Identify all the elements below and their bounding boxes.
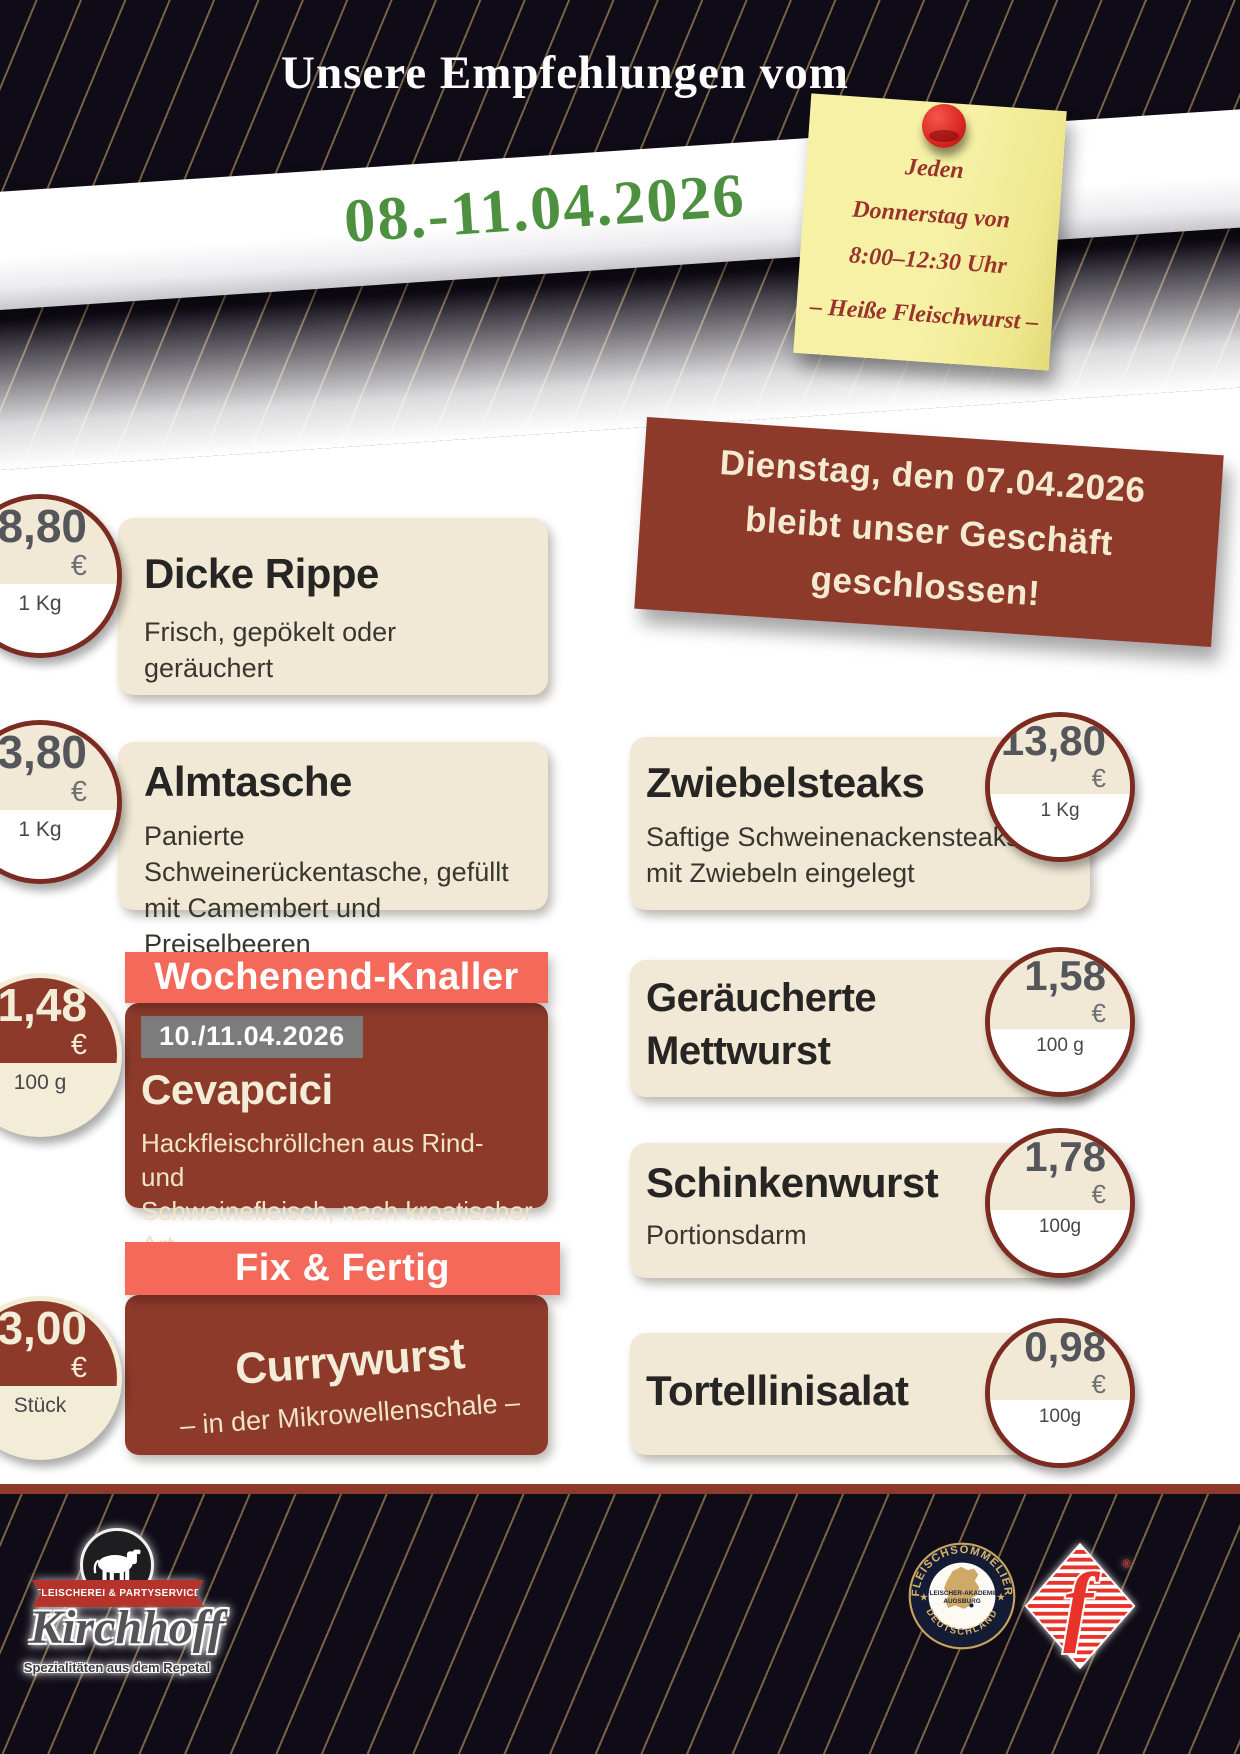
product-desc: Hackfleischröllchen aus Rind- und Schwei…	[141, 1128, 533, 1260]
product-desc: Panierte Schweinerückentasche, gefüllt m…	[144, 821, 509, 959]
euro-symbol: €	[1091, 1179, 1106, 1209]
price-value: 8,80	[0, 499, 87, 552]
price-unit: 1 Kg	[0, 809, 117, 879]
product-title: Schinkenwurst	[646, 1159, 939, 1206]
registered-mark: ®	[1122, 1558, 1130, 1570]
price-value: 3,00	[0, 1301, 87, 1354]
price-top: 13,80 €	[990, 717, 1130, 794]
price-unit: 1 Kg	[0, 583, 117, 653]
euro-symbol: €	[1091, 998, 1106, 1028]
price-top: 3,00 €	[0, 1301, 117, 1386]
price-value: 1,58	[1024, 952, 1106, 999]
product-card: Currywurst – in der Mikrowellenschale –	[125, 1295, 548, 1455]
product-desc: Portionsdarm	[646, 1220, 807, 1250]
price-value: 1,48	[0, 978, 87, 1031]
price-top: 0,98 €	[990, 1323, 1130, 1400]
price-value: 0,98	[1024, 1323, 1106, 1370]
footer-divider	[0, 1484, 1240, 1494]
brand-ribbon: FLEISCHEREI & PARTYSERVICE	[32, 1580, 204, 1607]
euro-symbol: €	[1091, 763, 1106, 793]
product-desc: Saftige Schweinenackensteaks, mit Zwiebe…	[646, 822, 1028, 888]
euro-symbol: €	[70, 1028, 87, 1061]
price-value: 13,80	[0, 725, 87, 778]
price-top: 1,48 €	[0, 978, 117, 1063]
section-header-fix: Fix & Fertig	[125, 1242, 560, 1295]
price-unit: 100 g	[990, 1029, 1130, 1092]
sommelier-badge: FLEISCHSOMMELIER DEUTSCHLAND ★ ★ FLEISCH…	[908, 1542, 1016, 1655]
product-card: Dicke Rippe Frisch, gepökelt oder geräuc…	[118, 518, 548, 695]
sticky-note-line: – Heiße Fleischwurst –	[809, 293, 1040, 336]
price-badge: 1,48 € 100 g	[0, 973, 122, 1137]
price-unit: 100 g	[0, 1062, 117, 1132]
brand-tagline: Spezialitäten aus dem Repetal	[23, 1660, 211, 1675]
price-unit: Stück	[0, 1385, 117, 1455]
price-badge: 8,80 € 1 Kg	[0, 494, 122, 658]
product-title: Geräucherte Mettwurst	[646, 976, 877, 1073]
badge-center-line2: AUGSBURG	[943, 1598, 980, 1605]
product-title: Tortellinisalat	[646, 1367, 909, 1414]
price-top: 8,80 €	[0, 499, 117, 584]
price-badge: 3,00 € Stück	[0, 1296, 122, 1460]
weekend-date-badge: 10./11.04.2026	[141, 1016, 363, 1058]
price-badge: 13,80 € 1 Kg	[985, 712, 1135, 862]
product-title: Dicke Rippe	[144, 550, 379, 597]
price-value: 1,78	[1024, 1133, 1106, 1180]
product-title: Cevapcici	[141, 1066, 333, 1113]
sticky-note-text: Jeden Donnerstag von 8:00–12:30 Uhr – He…	[795, 137, 1064, 346]
price-badge: 1,78 € 100g	[985, 1128, 1135, 1278]
price-badge: 13,80 € 1 Kg	[0, 720, 122, 884]
push-pin-icon	[922, 104, 966, 148]
price-value: 13,80	[1000, 717, 1106, 764]
footer	[0, 1494, 1240, 1754]
product-card: 10./11.04.2026 Cevapcici Hackfleischröll…	[125, 1003, 548, 1260]
product-title: Currywurst	[233, 1329, 467, 1394]
product-title: Almtasche	[144, 758, 352, 805]
brand-name: Kirchhoff	[30, 1601, 224, 1654]
brand-logo: FLEISCHEREI & PARTYSERVICE Kirchhoff Spe…	[22, 1508, 232, 1698]
product-desc: Frisch, gepökelt oder geräuchert	[144, 617, 397, 683]
product-card: Almtasche Panierte Schweinerückentasche,…	[118, 742, 548, 959]
price-top: 13,80 €	[0, 725, 117, 810]
euro-symbol: €	[70, 775, 87, 808]
euro-symbol: €	[1091, 1369, 1106, 1399]
euro-symbol: €	[70, 549, 87, 582]
price-badge: 1,58 € 100 g	[985, 947, 1135, 1097]
page-title: Unsere Empfehlungen vom	[281, 47, 849, 99]
badge-star-left: ★	[919, 1592, 928, 1603]
closed-notice-banner: Dienstag, den 07.04.2026 bleibt unser Ge…	[634, 417, 1224, 647]
euro-symbol: €	[70, 1351, 87, 1384]
badge-center-line1: FLEISCHER-AKADEMIE	[926, 1590, 999, 1597]
section-header-weekend: Wochenend-Knaller	[125, 952, 548, 1003]
price-top: 1,78 €	[990, 1133, 1130, 1210]
product-title: Zwiebelsteaks	[646, 759, 925, 806]
price-top: 1,58 €	[990, 952, 1130, 1029]
badge-star-right: ★	[996, 1592, 1005, 1603]
germany-map-icon	[944, 1566, 980, 1609]
price-badge: 0,98 € 100g	[985, 1318, 1135, 1468]
butcher-guild-logo: f ®	[1024, 1542, 1136, 1675]
